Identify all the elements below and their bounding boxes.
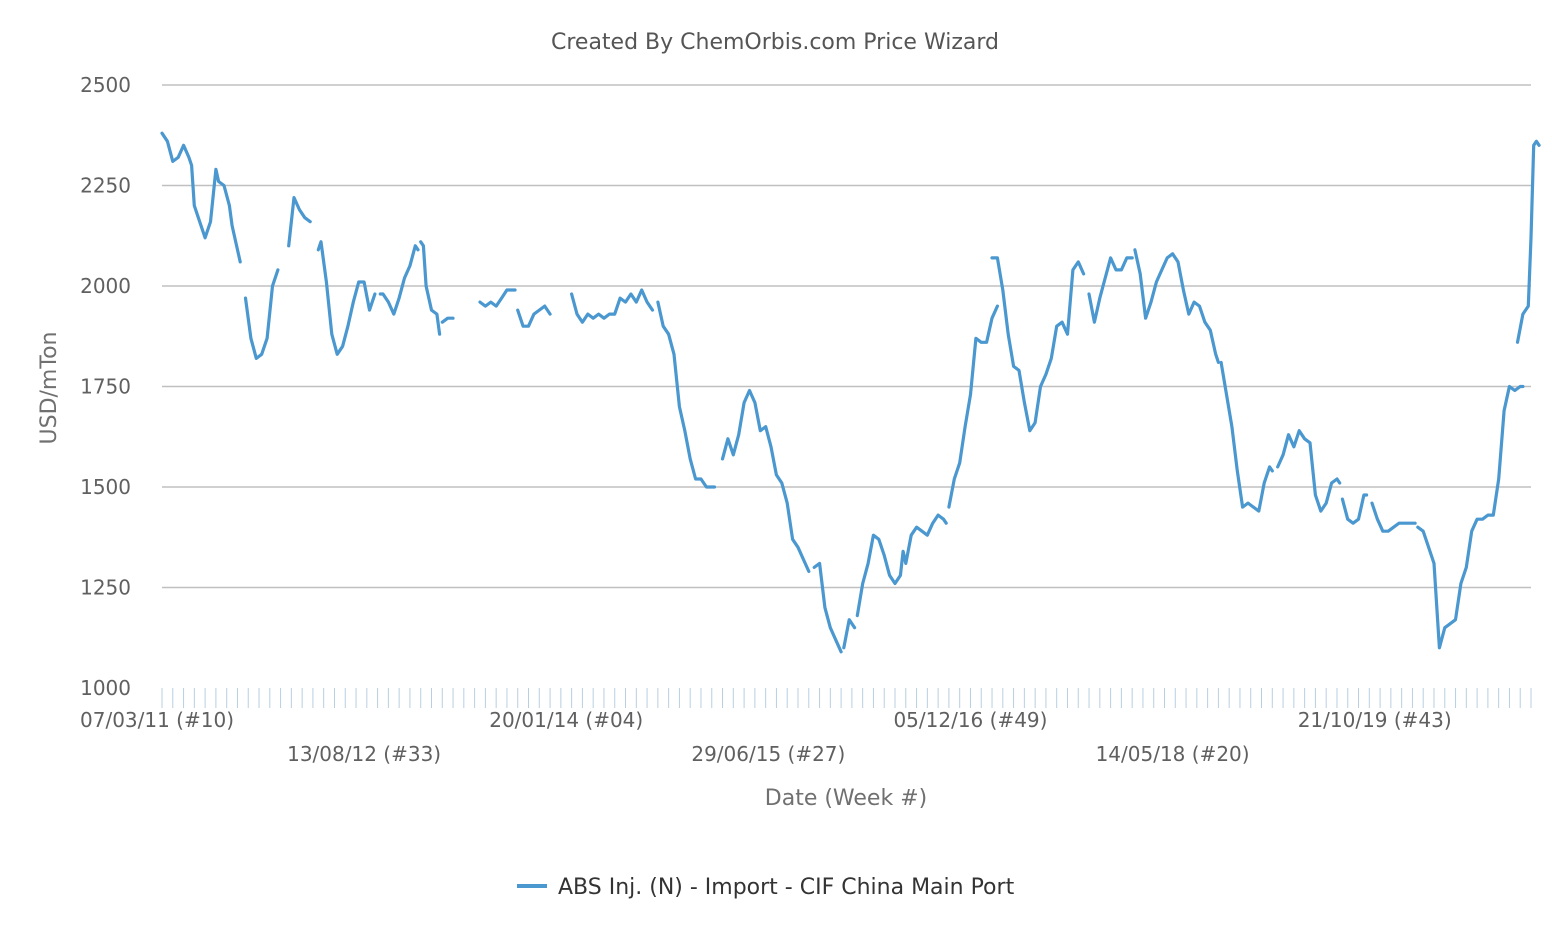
series-line-segment xyxy=(947,304,1000,509)
series-line-segment xyxy=(1370,501,1417,533)
chart-title: Created By ChemOrbis.com Price Wizard xyxy=(551,30,999,55)
series-line-segment xyxy=(316,240,377,356)
x-axis-label: Date (Week #) xyxy=(765,786,927,811)
series-line-segment xyxy=(243,268,280,360)
x-tick-label: 20/01/14 (#04) xyxy=(489,708,643,732)
series-line-segment xyxy=(1276,429,1342,513)
series-line-segment xyxy=(1416,384,1525,650)
series-line-segment xyxy=(656,300,717,489)
x-tick-label: 21/10/19 (#43) xyxy=(1298,708,1452,732)
x-tick-label: 29/06/15 (#27) xyxy=(691,742,845,766)
series-line-segment xyxy=(287,196,312,248)
y-tick-label: 2250 xyxy=(80,174,131,198)
series-line-segment xyxy=(440,316,455,324)
x-axis-ticks: 07/03/11 (#10) 13/08/12 (#33) 20/01/14 (#0… xyxy=(80,708,1452,766)
x-tick-label: 07/03/11 (#10) xyxy=(80,708,234,732)
gridlines xyxy=(162,84,1531,589)
y-tick-label: 1500 xyxy=(80,475,131,499)
y-tick-label: 2500 xyxy=(80,73,131,97)
y-tick-label: 1000 xyxy=(80,676,131,700)
series-line-segment xyxy=(720,388,811,574)
y-axis-label: USD/mTon xyxy=(37,332,62,445)
x-tick-label: 13/08/12 (#33) xyxy=(287,742,441,766)
series-line-segment xyxy=(478,288,517,308)
x-tick-label: 05/12/16 (#49) xyxy=(893,708,1047,732)
x-tick-label: 14/05/18 (#20) xyxy=(1096,742,1250,766)
y-tick-label: 2000 xyxy=(80,274,131,298)
series-line-segment xyxy=(990,256,1086,433)
series-line-segment xyxy=(1087,256,1134,324)
series-line-segment xyxy=(1515,139,1541,344)
series-line-segment xyxy=(1219,360,1274,513)
legend-label: ABS Inj. (N) - Import - CIF China Main P… xyxy=(558,875,1015,900)
series-line-segment xyxy=(855,513,948,618)
y-tick-label: 1250 xyxy=(80,576,131,600)
series-line xyxy=(160,131,1541,654)
legend[interactable]: ABS Inj. (N) - Import - CIF China Main P… xyxy=(517,875,1015,900)
series-line-segment xyxy=(516,304,552,328)
series-line-segment xyxy=(419,240,442,336)
y-axis-ticks: 1000 1250 1500 1750 2000 2250 2500 xyxy=(80,73,131,700)
series-line-segment xyxy=(842,618,857,650)
series-line-segment xyxy=(569,288,655,324)
series-line-segment xyxy=(160,131,242,264)
series-line-segment xyxy=(812,561,843,654)
y-tick-label: 1750 xyxy=(80,375,131,399)
series-line-segment xyxy=(378,244,420,316)
series-line-segment xyxy=(1133,248,1221,364)
x-axis-minor-ticks xyxy=(161,688,1532,708)
series-line-segment xyxy=(1340,493,1369,525)
